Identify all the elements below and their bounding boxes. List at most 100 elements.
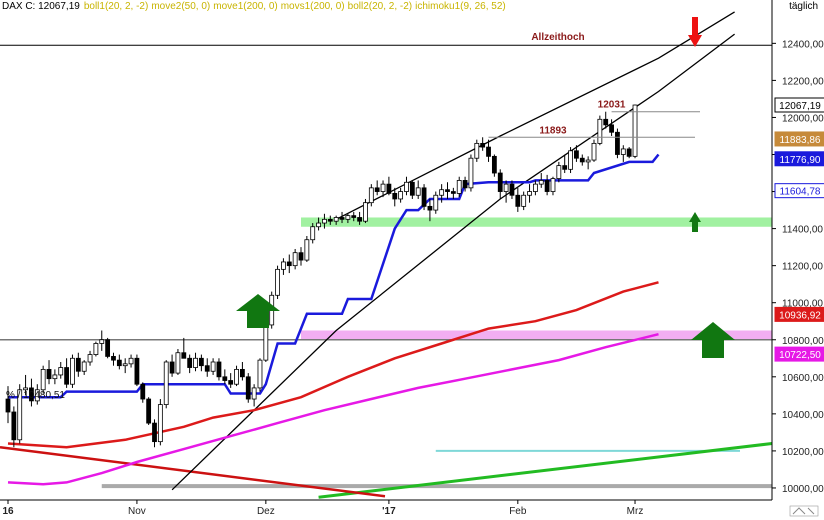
candle bbox=[415, 180, 421, 199]
candle bbox=[368, 184, 374, 207]
candle bbox=[34, 384, 40, 405]
candle-body bbox=[198, 357, 204, 367]
grey-band-10000 bbox=[101, 484, 772, 489]
candle bbox=[228, 373, 234, 388]
price-tag-label: 10722,50 bbox=[779, 350, 821, 361]
price-tag-label: 11776,90 bbox=[780, 155, 821, 166]
candle-body bbox=[456, 180, 462, 194]
candle-body bbox=[298, 252, 304, 261]
candle bbox=[40, 365, 46, 394]
candle-body bbox=[544, 180, 550, 192]
candle bbox=[29, 378, 34, 407]
candle-body bbox=[480, 142, 486, 148]
candle-body bbox=[292, 252, 298, 267]
candle-body bbox=[111, 356, 116, 361]
candle bbox=[462, 176, 468, 192]
x-tick-label: Feb bbox=[509, 506, 527, 517]
candle bbox=[615, 128, 620, 159]
y-tick-label: 10200,00 bbox=[782, 447, 824, 458]
candle-body bbox=[603, 118, 609, 126]
candle bbox=[398, 187, 404, 203]
candle bbox=[122, 358, 128, 374]
candle-body bbox=[615, 131, 620, 155]
candle-body bbox=[368, 187, 374, 204]
green-up-arrow-icon bbox=[236, 294, 280, 328]
candle-body bbox=[228, 380, 234, 385]
candle bbox=[327, 215, 333, 225]
candle bbox=[298, 247, 304, 266]
candle bbox=[281, 258, 286, 275]
price-tag bbox=[774, 151, 824, 167]
candle bbox=[521, 191, 527, 211]
candle-body bbox=[380, 183, 386, 192]
candle bbox=[562, 154, 568, 174]
candle-body bbox=[204, 365, 210, 372]
y-tick-label: 11400,00 bbox=[782, 225, 823, 236]
candle-body bbox=[398, 191, 404, 200]
candle-body bbox=[509, 183, 515, 196]
indicator-label: move2(50, 0) bbox=[151, 1, 210, 12]
candle-body bbox=[415, 187, 421, 196]
y-tick-label: 12400,00 bbox=[782, 39, 824, 50]
candle-body bbox=[597, 118, 603, 144]
candle bbox=[322, 213, 327, 229]
candle-body bbox=[17, 389, 23, 441]
candle-body bbox=[363, 202, 368, 222]
candle bbox=[193, 352, 198, 372]
y-tick-label: 12200,00 bbox=[782, 76, 824, 87]
candle-body bbox=[134, 357, 140, 385]
candle-body bbox=[275, 268, 280, 296]
candle bbox=[556, 161, 562, 183]
candle-body bbox=[99, 339, 105, 344]
candle bbox=[351, 211, 357, 222]
y-tick-label: 10000,00 bbox=[782, 484, 824, 495]
candle bbox=[286, 254, 292, 274]
ma200-line bbox=[7, 332, 659, 486]
candle bbox=[234, 365, 239, 387]
candle-body bbox=[556, 165, 562, 179]
candle bbox=[257, 358, 263, 392]
candle-body bbox=[210, 361, 216, 372]
candle bbox=[591, 139, 597, 162]
support-zone-pink bbox=[301, 330, 772, 340]
candle-body bbox=[163, 361, 169, 405]
candle bbox=[175, 349, 181, 375]
candle bbox=[574, 145, 579, 162]
candle-body bbox=[620, 148, 626, 155]
candle bbox=[46, 360, 52, 385]
candle bbox=[515, 187, 521, 212]
candle bbox=[146, 397, 152, 425]
candle-body bbox=[140, 383, 146, 400]
indicator-label: move1(200, 0) bbox=[213, 1, 277, 12]
candle bbox=[421, 184, 427, 211]
candle-body bbox=[187, 357, 193, 368]
candle bbox=[222, 369, 228, 385]
candle-body bbox=[445, 189, 450, 192]
candle bbox=[70, 354, 75, 388]
indicator-label: movs1(200, 0) bbox=[281, 1, 345, 12]
candle bbox=[163, 360, 169, 409]
candle-body bbox=[521, 194, 527, 207]
candle-body bbox=[34, 389, 40, 402]
candle bbox=[304, 236, 310, 262]
candle bbox=[152, 419, 157, 448]
candle-body bbox=[439, 189, 445, 196]
period-label: täglich bbox=[789, 1, 818, 12]
candle bbox=[597, 115, 603, 146]
candle bbox=[111, 352, 116, 366]
candle bbox=[75, 352, 81, 377]
candle bbox=[187, 354, 193, 374]
candle-body bbox=[304, 239, 310, 261]
candle bbox=[568, 147, 573, 174]
price-tag bbox=[774, 306, 824, 322]
candle-body bbox=[40, 368, 46, 391]
green-trend-line bbox=[318, 442, 773, 499]
y-tick-label: 10600,00 bbox=[782, 373, 824, 384]
candle-body bbox=[81, 361, 87, 372]
candle bbox=[216, 358, 222, 381]
candle-body bbox=[550, 178, 556, 192]
candle-body bbox=[234, 368, 239, 385]
candle bbox=[169, 354, 175, 377]
candle-body bbox=[392, 193, 398, 200]
candle-body bbox=[152, 422, 157, 443]
